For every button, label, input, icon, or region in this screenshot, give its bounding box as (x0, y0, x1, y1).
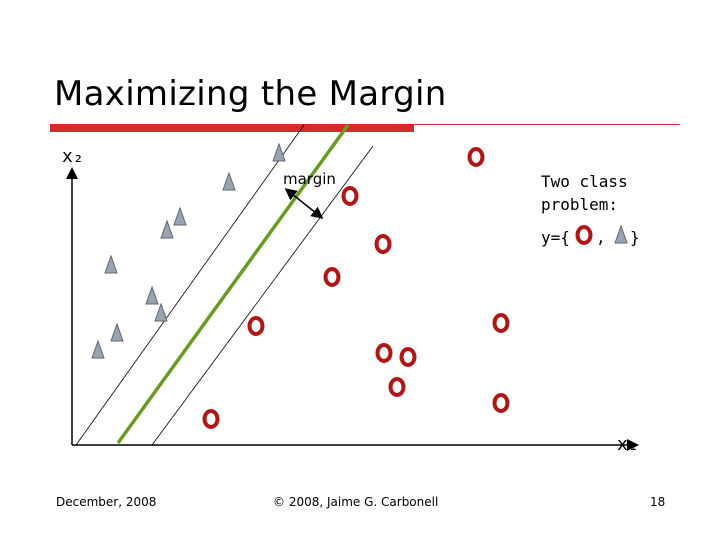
triangle-point (222, 171, 236, 191)
legend-triangle-symbol (614, 224, 628, 244)
y-axis-label: x₂ (62, 146, 84, 167)
circle-point (492, 393, 510, 413)
circle-point (399, 347, 417, 367)
footer-copyright: © 2008, Jaime G. Carbonell (273, 495, 439, 509)
triangle-point (110, 322, 124, 342)
triangle-point (272, 142, 286, 162)
footer-page-number: 18 (650, 495, 666, 509)
separating-hyperplane (116, 123, 350, 445)
margin-label: margin (283, 170, 336, 188)
margin-boundary-left (75, 124, 305, 446)
triangle-class-points (91, 142, 286, 359)
margin-boundary-right (151, 145, 374, 446)
footer-date: December, 2008 (56, 495, 157, 509)
circle-point (323, 267, 341, 287)
x-axis-label: x₁ (617, 434, 639, 455)
slide-title: Maximizing the Margin (54, 74, 447, 114)
circle-point (467, 147, 485, 167)
title-divider-line (414, 124, 680, 125)
legend-suffix: } (630, 228, 640, 247)
problem-text-line2: problem: (541, 195, 619, 214)
triangle-point (91, 339, 105, 359)
circle-point (492, 313, 510, 333)
legend-circle-symbol (575, 225, 593, 245)
circle-point (341, 186, 359, 206)
circle-class-points (202, 147, 510, 429)
problem-text-line1: Two class (541, 172, 628, 191)
title-accent-bar (50, 124, 414, 132)
circle-point (247, 316, 265, 336)
legend-prefix: y={ (541, 228, 570, 247)
legend-separator: , (596, 228, 606, 247)
circle-point (374, 234, 392, 254)
circle-point (202, 409, 220, 429)
triangle-point (145, 285, 159, 305)
margin-arrow (284, 188, 324, 219)
circle-point (388, 377, 406, 397)
circle-point (375, 343, 393, 363)
triangle-point (160, 219, 174, 239)
triangle-point (154, 302, 168, 322)
triangle-point (104, 254, 118, 274)
triangle-point (173, 206, 187, 226)
